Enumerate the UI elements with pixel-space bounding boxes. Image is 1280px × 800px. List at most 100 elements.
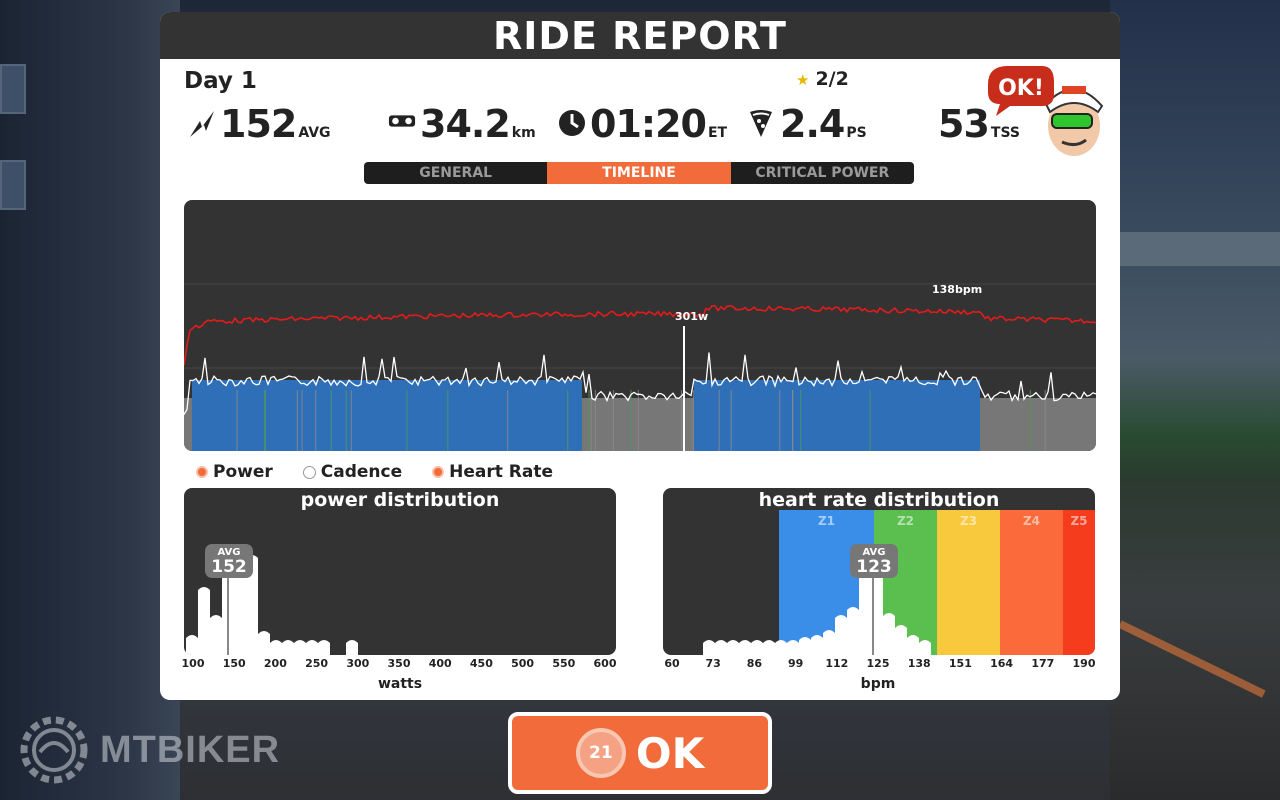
pizza-value: 2.4: [780, 102, 845, 146]
axis-tick-label: 450: [469, 657, 493, 670]
cadence-toggle-icon: [302, 465, 316, 479]
watermark: MTBIKER: [16, 712, 280, 788]
report-tabs: GENERAL TIMELINE CRITICAL POWER: [364, 162, 914, 184]
background-left: [0, 0, 180, 800]
axis-tick-label: 164: [990, 657, 1014, 670]
elapsed-time-unit: ET: [707, 125, 728, 141]
distance-value: 34.2: [420, 102, 511, 146]
tab-general[interactable]: GENERAL: [364, 162, 548, 184]
power-distribution-title: power distribution: [300, 489, 500, 511]
power-avg-value: 152: [211, 557, 247, 577]
pizza-unit: PS: [846, 125, 867, 141]
hr-avg-badge: [850, 544, 898, 578]
legend-cadence[interactable]: Cadence: [302, 462, 403, 482]
axis-tick-label: 200: [263, 657, 287, 670]
avg-power-value: 152: [220, 102, 297, 146]
hr-zone-label: Z3: [959, 514, 978, 528]
tss-value: 53: [938, 102, 990, 146]
countdown-value: 21: [589, 743, 613, 763]
axis-tick-label: 112: [825, 657, 849, 670]
tss-unit: TSS: [990, 125, 1020, 141]
axis-tick-label: 350: [387, 657, 411, 670]
stat-tss: 53 TSS: [938, 102, 1020, 146]
day-label: Day 1: [184, 68, 257, 94]
legend-heart-rate-label: Heart Rate: [449, 462, 554, 482]
axis-tick-label: 100: [181, 657, 205, 670]
power-segment: [694, 380, 980, 451]
hr-zone-label: Z1: [817, 514, 836, 528]
power-segment: [192, 380, 582, 451]
axis-tick-label: 73: [705, 657, 721, 670]
ok-button[interactable]: 21 OK: [508, 712, 772, 794]
hr-distribution-svg: AVG 123: [703, 544, 931, 655]
power-avg-badge: [205, 544, 253, 578]
hr-distribution-chart: heart rate distribution Z1 Z2 Z3 Z4 Z5 AVG 1…: [663, 488, 1095, 655]
axis-tick-label: 500: [511, 657, 535, 670]
avatar: OK!: [986, 64, 1106, 160]
legend-heart-rate[interactable]: Heart Rate: [432, 462, 553, 482]
power-avg-label: AVG: [217, 547, 240, 558]
panel-title: RIDE REPORT: [160, 12, 1120, 59]
axis-tick-label: 86: [746, 657, 763, 670]
axis-tick-label: 550: [552, 657, 576, 670]
clock-icon: [558, 109, 586, 139]
distance-unit: km: [511, 125, 536, 141]
timeline-legend: Power Cadence Heart Rate: [196, 462, 553, 482]
stat-avg-power: 152 AVG: [188, 102, 331, 146]
hr-avg-value: 123: [856, 557, 892, 577]
axis-tick-label: 177: [1031, 657, 1055, 670]
axis-tick-label: 250: [305, 657, 329, 670]
tab-critical-power[interactable]: CRITICAL POWER: [730, 162, 914, 184]
avg-power-unit: AVG: [298, 125, 331, 141]
axis-tick-label: 150: [222, 657, 246, 670]
heart-rate-toggle-icon: [432, 466, 445, 478]
legend-power-label: Power: [213, 462, 273, 482]
axis-tick-label: 190: [1072, 657, 1096, 670]
axis-tick-label: 151: [948, 657, 972, 670]
axis-tick-label: 300: [346, 657, 370, 670]
axis-tick-label: 125: [866, 657, 890, 670]
axis-tick-label: 99: [787, 657, 804, 670]
hr-zone-label: Z5: [1070, 514, 1088, 528]
hr-zone-label: Z2: [896, 514, 915, 528]
hr-zone-band: Z3: [937, 510, 1000, 655]
background-right: [1110, 0, 1280, 800]
ride-report-panel: RIDE REPORT Day 1 ★ 2/2 152 AVG 34.2 km 0…: [160, 12, 1120, 700]
stat-pizza-slices: 2.4 PS: [748, 102, 867, 146]
hr-distribution-title: heart rate distribution: [758, 489, 1000, 511]
hr-zone-band: Z5: [1063, 510, 1095, 655]
legend-power[interactable]: Power: [196, 462, 273, 482]
peak-power-label: 301w: [675, 310, 708, 323]
elapsed-time-value: 01:20: [590, 102, 707, 146]
power-segment: [184, 398, 192, 451]
ok-badge-text: OK!: [998, 76, 1044, 101]
countdown-timer-icon: 21: [575, 728, 626, 778]
power-toggle-icon: [196, 466, 208, 478]
lightning-icon: [188, 109, 216, 139]
stat-distance: 34.2 km: [388, 102, 536, 146]
axis-tick-label: 400: [428, 657, 452, 670]
axis-tick-label: 138: [907, 657, 931, 670]
timeline-chart: 301w 138bpm: [184, 200, 1096, 451]
stars-count: ★ 2/2: [796, 68, 849, 90]
watermark-text: MTBIKER: [100, 728, 281, 771]
stat-elapsed-time: 01:20 ET: [558, 102, 727, 146]
star-icon: ★: [796, 71, 810, 89]
axis-tick-label: 600: [593, 657, 617, 670]
bike-icon: [388, 109, 416, 139]
pizza-icon: [748, 109, 776, 139]
stars-value: 2/2: [815, 68, 849, 90]
axis-tick-label: 60: [664, 657, 680, 670]
hr-avg-label: AVG: [862, 547, 885, 558]
ok-button-label: OK: [635, 728, 705, 778]
hr-axis-title: bpm: [860, 676, 896, 692]
peak-hr-label: 138bpm: [932, 283, 982, 296]
power-distribution-chart: power distribution AVG 152: [184, 488, 616, 655]
tab-timeline[interactable]: TIMELINE: [547, 162, 731, 184]
timeline-svg: 301w 138bpm: [184, 283, 1096, 451]
legend-cadence-label: Cadence: [320, 462, 403, 482]
power-axis-title: watts: [377, 676, 423, 692]
power-segment: [980, 398, 1096, 451]
hr-zone-band: Z4: [1000, 510, 1063, 655]
power-distribution-svg: AVG 152: [186, 544, 358, 655]
